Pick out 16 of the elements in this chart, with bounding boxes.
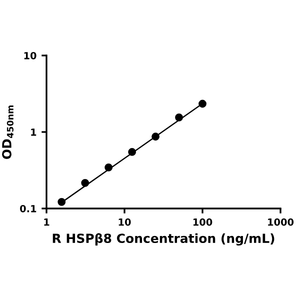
x-tick-label: 1 — [44, 218, 50, 226]
point — [175, 113, 183, 122]
point — [104, 164, 113, 172]
x-tick-label: 10 — [118, 218, 131, 226]
x-tick-label: 100 — [193, 218, 212, 226]
point — [198, 100, 206, 108]
y-tick-label: 1 — [31, 128, 36, 136]
x-axis-title: R HSPβ8 Concentration (ng/mL) — [52, 233, 274, 246]
point — [152, 132, 160, 141]
point — [58, 198, 66, 206]
point — [81, 178, 90, 187]
y-axis-title: OD$_{450nm}$ — [2, 106, 14, 159]
point — [128, 148, 136, 156]
y-tick-label: 10 — [24, 52, 36, 60]
y-tick-label: 0.1 — [20, 204, 36, 212]
x-tick-label: 1000 — [268, 218, 294, 226]
